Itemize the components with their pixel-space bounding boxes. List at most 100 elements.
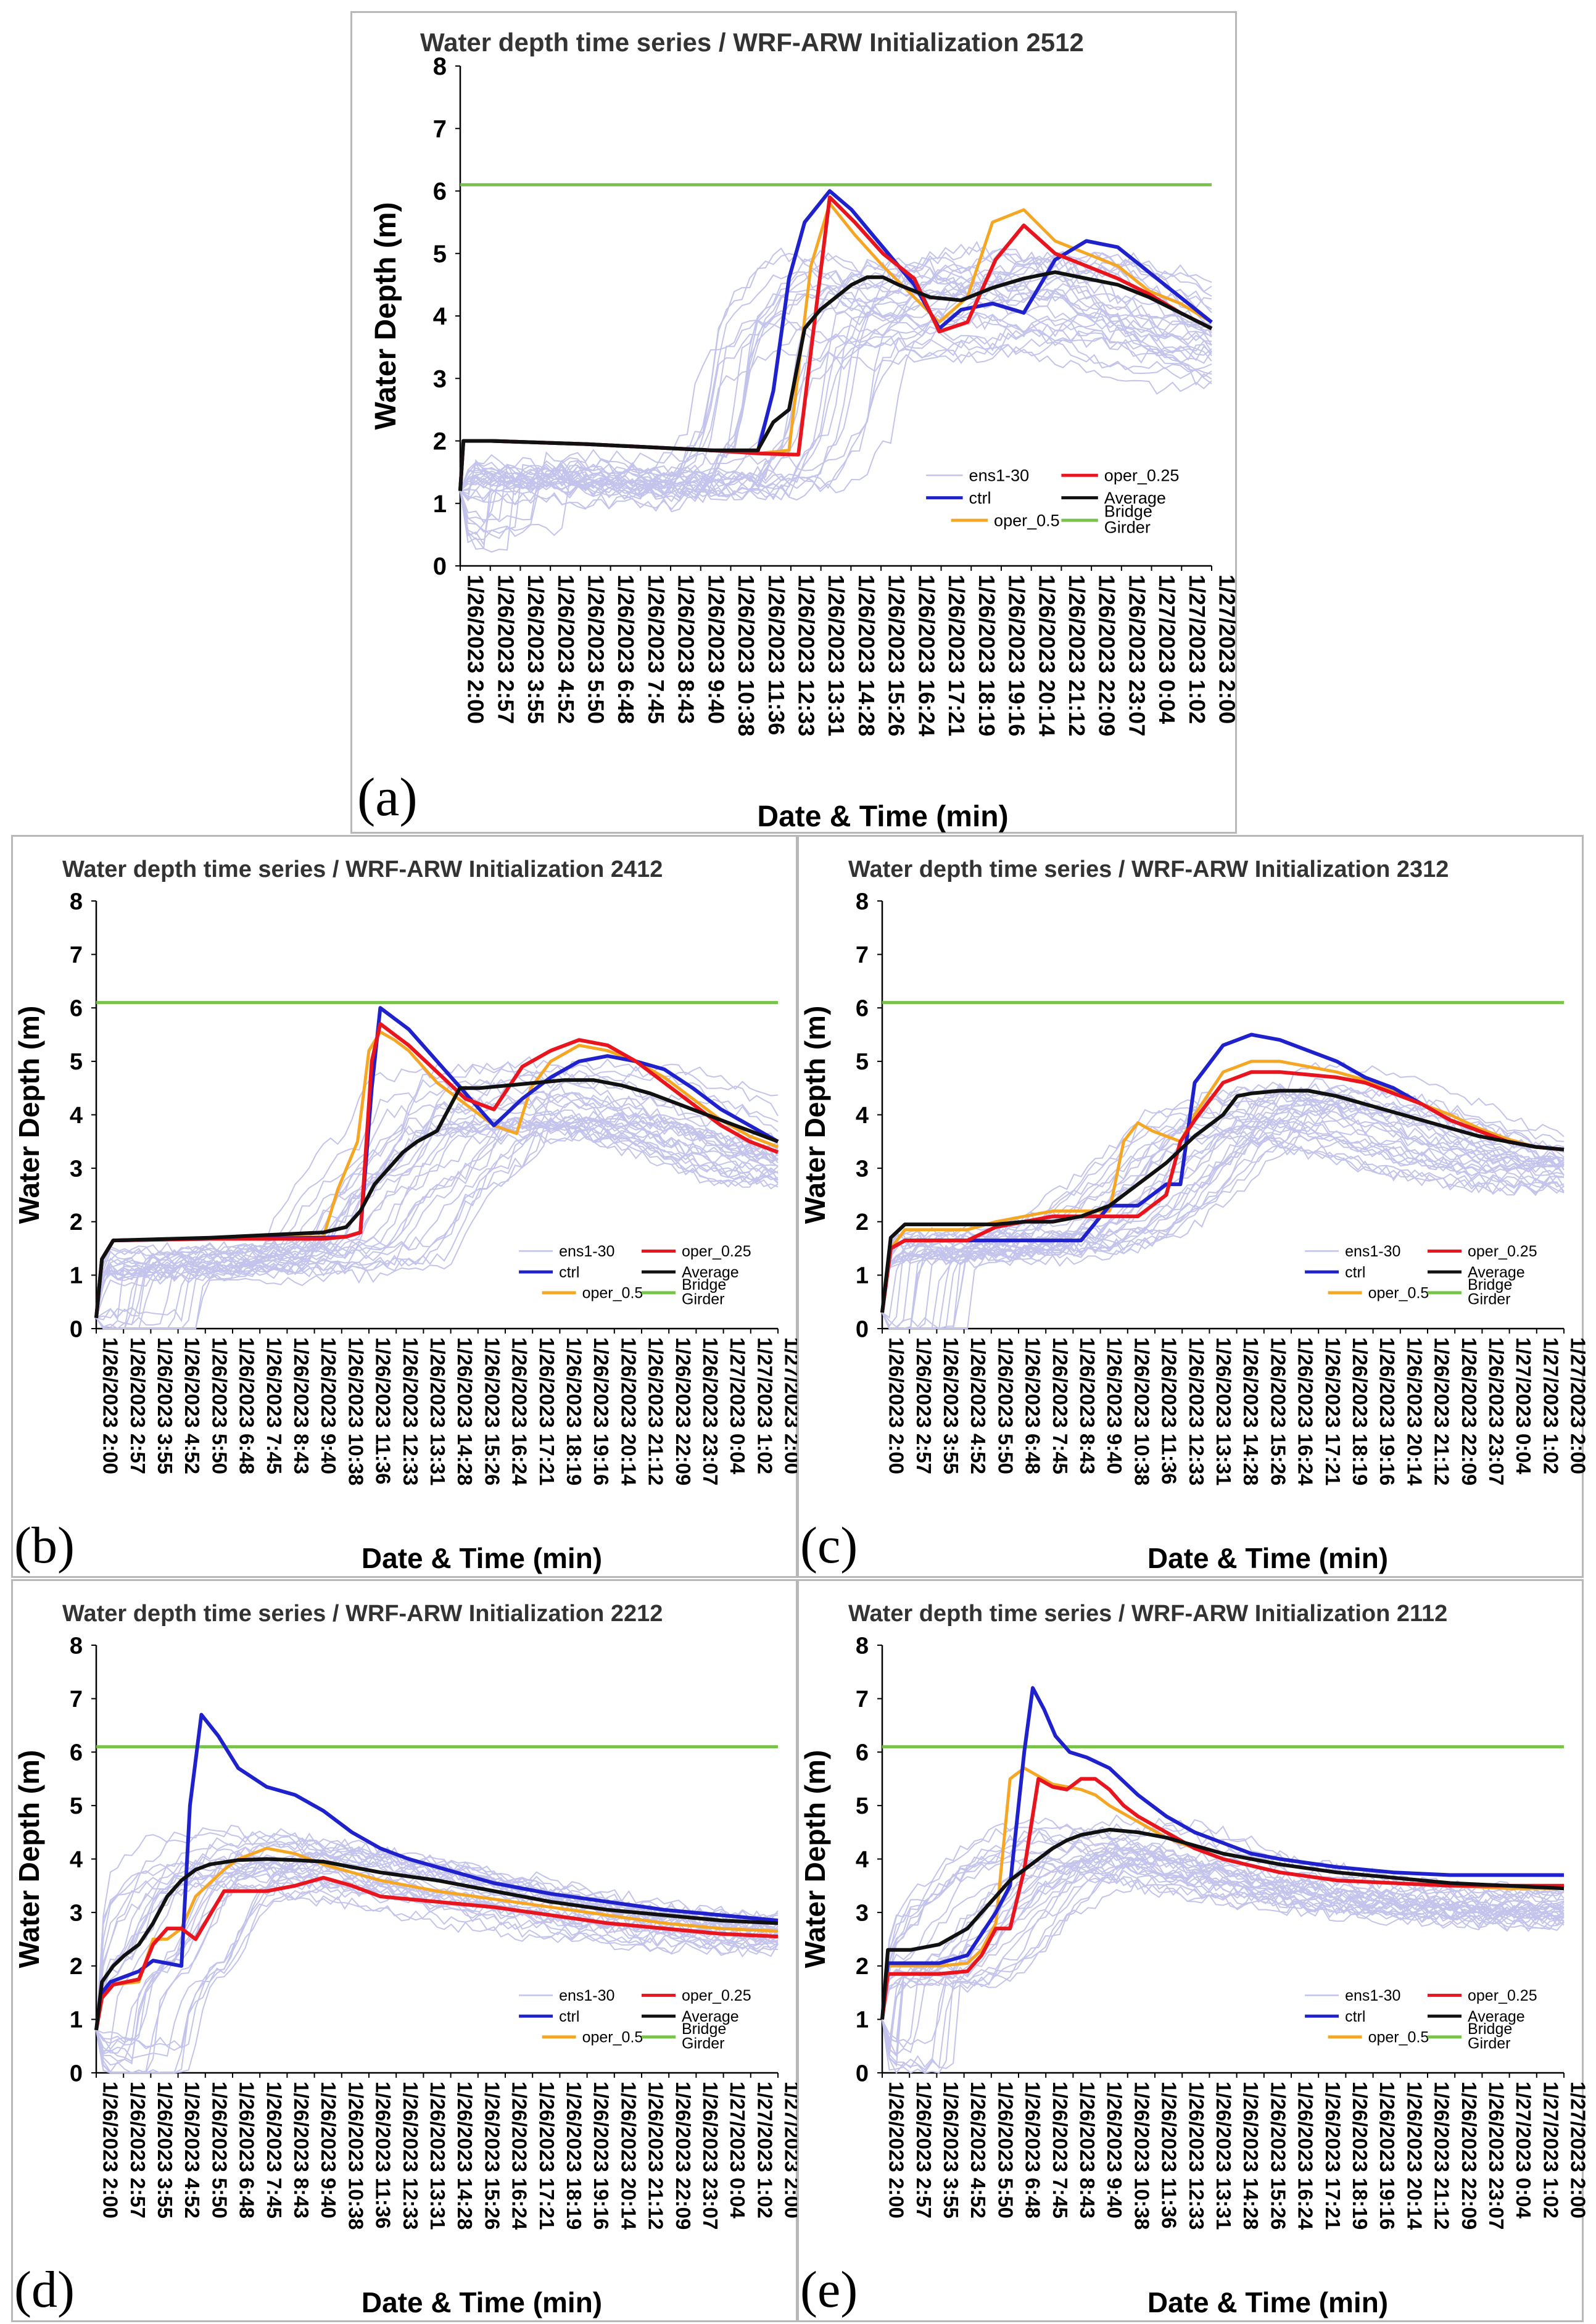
series-oper-025-line xyxy=(94,1875,779,2031)
ensemble-member-line xyxy=(882,1817,1565,2020)
y-tick-label: 6 xyxy=(70,1740,83,1766)
x-tick-label: 1/26/2023 10:38 xyxy=(734,575,759,736)
ensemble-member-line xyxy=(96,1094,779,1329)
ensemble-member-line xyxy=(882,1828,1565,2020)
x-tick-label: 1/26/2023 14:28 xyxy=(1239,1337,1262,1485)
y-tick-label: 1 xyxy=(70,2007,83,2033)
series-ctrl-line xyxy=(94,1712,779,2031)
x-tick-label: 1/26/2023 17:21 xyxy=(535,2081,558,2230)
x-tick-label: 1/26/2023 12:33 xyxy=(794,575,819,736)
x-tick-label: 1/26/2023 5:50 xyxy=(994,2081,1017,2218)
chart-svg: Water depth time series / WRF-ARW Initia… xyxy=(357,28,1239,833)
x-tick-label: 1/26/2023 8:43 xyxy=(290,1337,313,1474)
series-oper-025-line xyxy=(880,1070,1565,1313)
x-tick-label: 1/26/2023 15:26 xyxy=(1267,2081,1289,2230)
ensemble-member-line xyxy=(882,1855,1565,2020)
ensemble-member-line xyxy=(460,289,1212,491)
ensemble-member-line xyxy=(460,287,1212,547)
x-tick-label: 1/26/2023 17:21 xyxy=(944,575,969,736)
x-tick-label: 1/27/2023 2:00 xyxy=(781,1337,800,1474)
x-tick-label: 1/26/2023 7:45 xyxy=(263,1337,286,1474)
y-tick-label: 7 xyxy=(856,942,869,968)
ensemble-member-line xyxy=(882,1077,1565,1329)
legend-ens-label: ens1-30 xyxy=(969,467,1030,485)
ensemble-member-line xyxy=(96,1056,779,1318)
y-tick-label: 7 xyxy=(433,115,447,143)
ensemble-member-line xyxy=(96,1123,779,1329)
y-axis-label: Water Depth (m) xyxy=(799,1006,831,1224)
x-tick-label: 1/26/2023 2:57 xyxy=(126,2081,149,2218)
x-tick-label: 1/26/2023 2:57 xyxy=(126,1337,149,1474)
x-tick-label: 1/26/2023 23:07 xyxy=(699,1337,722,1485)
legend-average-label: Average xyxy=(1104,489,1166,507)
y-tick-label: 6 xyxy=(856,1740,869,1766)
ensemble-member-line xyxy=(882,1118,1565,1313)
y-tick-label: 7 xyxy=(70,942,83,968)
x-tick-label: 1/26/2023 11:36 xyxy=(372,1337,395,1485)
ensemble-member-line xyxy=(882,1098,1565,1329)
x-tick-label: 1/26/2023 2:00 xyxy=(99,2081,122,2218)
x-axis-label: Date & Time (min) xyxy=(1147,2286,1388,2318)
ensemble-member-line xyxy=(460,318,1212,500)
ensemble-member-line xyxy=(460,252,1212,500)
x-tick-label: 1/26/2023 21:12 xyxy=(645,2081,668,2230)
legend-oper-025-label: oper_0.25 xyxy=(1468,1243,1537,1260)
x-tick-label: 1/26/2023 7:45 xyxy=(643,575,669,724)
series-average-line xyxy=(94,1857,779,2031)
legend-ctrl-label: ctrl xyxy=(559,1264,579,1281)
ensemble-member-line xyxy=(96,1113,779,1319)
series-ctrl-line xyxy=(880,1686,1564,2020)
y-tick-label: 0 xyxy=(433,553,447,580)
x-tick-label: 1/26/2023 6:48 xyxy=(1022,1337,1044,1474)
panel-b: Water depth time series / WRF-ARW Initia… xyxy=(11,835,800,1578)
legend-oper-05-label: oper_0.5 xyxy=(994,512,1060,530)
y-tick-label: 4 xyxy=(433,303,447,330)
x-tick-label: 1/26/2023 13:31 xyxy=(426,2081,449,2230)
ensemble-group xyxy=(96,1056,779,1330)
x-tick-label: 1/26/2023 8:43 xyxy=(290,2081,313,2218)
x-tick-label: 1/26/2023 9:40 xyxy=(703,575,729,724)
x-tick-label: 1/26/2023 22:09 xyxy=(672,1337,695,1485)
ensemble-group xyxy=(96,1824,779,2074)
y-tick-label: 2 xyxy=(70,1954,83,1980)
legend-ens-label: ens1-30 xyxy=(1345,1243,1400,1260)
y-tick-label: 8 xyxy=(70,889,83,915)
y-tick-label: 6 xyxy=(433,178,447,205)
x-tick-label: 1/26/2023 21:12 xyxy=(1431,1337,1453,1485)
x-tick-label: 1/26/2023 9:40 xyxy=(1103,1337,1126,1474)
ensemble-member-line xyxy=(96,1116,779,1329)
panel-c: Water depth time series / WRF-ARW Initia… xyxy=(797,835,1586,1578)
ensemble-member-line xyxy=(460,255,1212,492)
legend-oper-025-label: oper_0.25 xyxy=(682,1243,751,1260)
ensemble-group xyxy=(882,1061,1565,1330)
x-tick-label: 1/26/2023 5:50 xyxy=(583,575,608,724)
x-tick-label: 1/26/2023 8:43 xyxy=(1076,1337,1099,1474)
chart-title: Water depth time series / WRF-ARW Initia… xyxy=(62,1601,663,1627)
x-tick-label: 1/26/2023 6:48 xyxy=(236,1337,258,1474)
x-tick-label: 1/26/2023 7:45 xyxy=(1049,2081,1072,2218)
x-tick-label: 1/27/2023 2:00 xyxy=(781,2081,800,2218)
legend-ctrl-label: ctrl xyxy=(1345,1264,1365,1281)
x-tick-label: 1/26/2023 21:12 xyxy=(645,1337,668,1485)
ensemble-member-line xyxy=(96,1118,779,1328)
legend-average-label: Average xyxy=(1468,1264,1525,1281)
x-tick-label: 1/26/2023 12:33 xyxy=(1185,2081,1208,2230)
legend-ctrl-label: ctrl xyxy=(559,2008,579,2025)
legend-ctrl-label: ctrl xyxy=(1345,2008,1365,2025)
legend-ens-label: ens1-30 xyxy=(559,1987,614,2004)
ensemble-member-line xyxy=(96,1082,779,1318)
ensemble-member-line xyxy=(882,1840,1565,2020)
panel-a: Water depth time series / WRF-ARW Initia… xyxy=(350,11,1239,834)
panel-letter: (c) xyxy=(800,1517,858,1574)
y-tick-label: 3 xyxy=(70,1900,83,1926)
ensemble-member-line xyxy=(882,1861,1565,2020)
x-tick-label: 1/26/2023 18:19 xyxy=(1349,2081,1371,2230)
ensemble-member-line xyxy=(882,1128,1565,1313)
y-tick-label: 4 xyxy=(856,1103,869,1129)
series-oper-025-line xyxy=(880,1777,1564,2020)
ensemble-member-line xyxy=(882,1092,1565,1313)
y-tick-label: 1 xyxy=(433,491,447,518)
